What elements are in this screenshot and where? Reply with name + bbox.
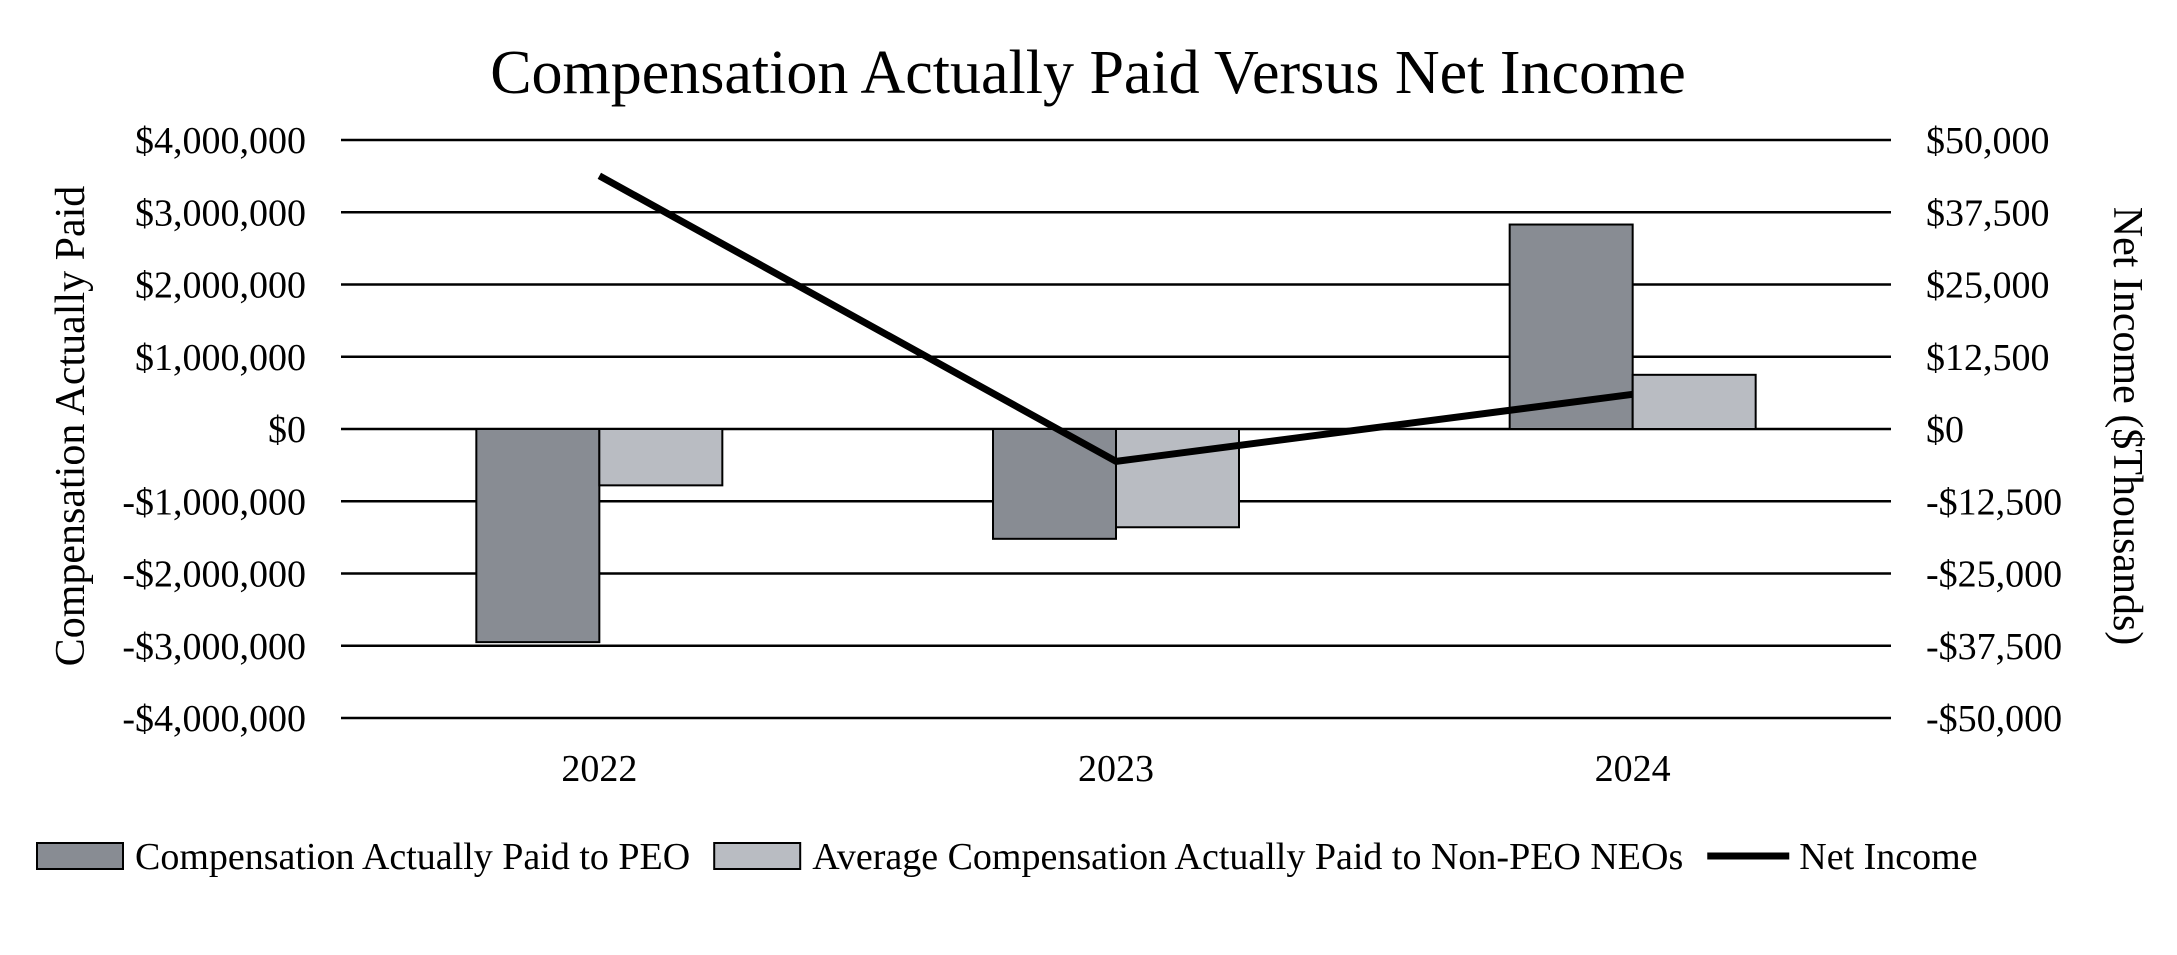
bar-non-peo-neos [1115, 428, 1240, 529]
legend-label: Compensation Actually Paid to PEO [135, 836, 690, 878]
left-tick-label: $0 [268, 409, 306, 451]
legend-label: Average Compensation Actually Paid to No… [812, 836, 1683, 878]
net-income-line [597, 172, 1634, 465]
right-axis-label: Net Income ($Thousands) [2104, 207, 2150, 646]
left-tick-label: -$1,000,000 [122, 481, 306, 523]
bar-non-peo-neos [1631, 373, 1757, 430]
right-tick-label: $25,000 [1926, 265, 2050, 307]
right-tick-label: $12,500 [1926, 337, 2050, 379]
x-axis-ticks: 2022 2023 2024 [561, 748, 1670, 790]
left-axis-ticks: $4,000,000 $3,000,000 $2,000,000 $1,000,000… [122, 120, 306, 740]
bar-peo [475, 428, 601, 644]
legend-swatch [36, 842, 124, 870]
left-tick-label: -$2,000,000 [122, 554, 306, 596]
right-tick-label: $50,000 [1926, 120, 2050, 162]
left-tick-label: -$3,000,000 [122, 626, 306, 668]
legend-swatch [713, 842, 802, 870]
left-tick-label: $3,000,000 [135, 192, 306, 234]
bar-non-peo-neos [598, 428, 724, 487]
x-tick-label: 2022 [561, 748, 637, 790]
chart-title: Compensation Actually Paid Versus Net In… [490, 39, 1686, 107]
right-tick-label: $37,500 [1926, 192, 2050, 234]
x-tick-label: 2023 [1078, 748, 1154, 790]
left-tick-label: $4,000,000 [135, 120, 306, 162]
x-tick-label: 2024 [1595, 748, 1671, 790]
right-tick-label: $0 [1926, 409, 1964, 451]
right-tick-label: -$37,500 [1926, 626, 2062, 668]
bar-peo [992, 428, 1117, 540]
left-tick-label: -$4,000,000 [122, 698, 306, 740]
right-tick-label: -$25,000 [1926, 554, 2062, 596]
right-axis-ticks: $50,000 $37,500 $25,000 $12,500 $0 -$12,500 -$… [1926, 120, 2062, 740]
legend: Compensation Actually Paid to PEO Average… [36, 836, 1978, 878]
net-income-line-group [597, 172, 1634, 465]
legend-label: Net Income [1799, 836, 1977, 878]
right-tick-label: -$12,500 [1926, 481, 2062, 523]
left-tick-label: $2,000,000 [135, 265, 306, 307]
right-tick-label: -$50,000 [1926, 698, 2062, 740]
bars [475, 223, 1757, 644]
left-tick-label: $1,000,000 [135, 337, 306, 379]
left-axis-label: Compensation Actually Paid [48, 186, 94, 667]
